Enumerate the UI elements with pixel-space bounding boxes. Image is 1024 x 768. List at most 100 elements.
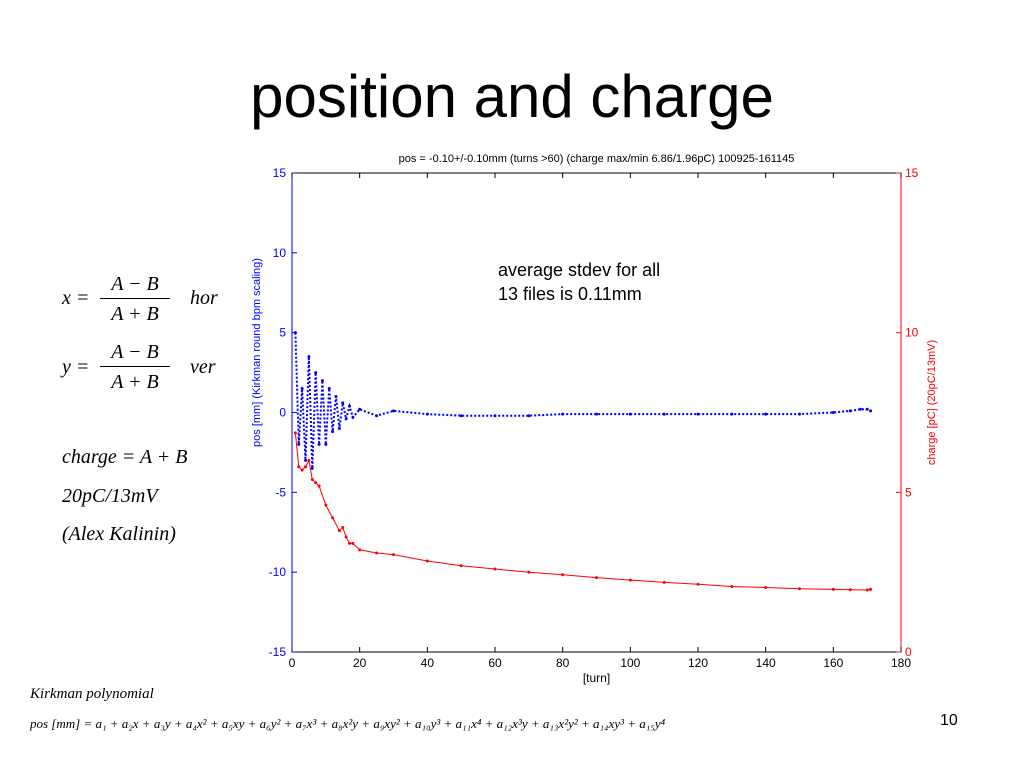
charge-series-point <box>730 585 734 589</box>
x-denominator: A + B <box>111 303 159 325</box>
pos-series-point <box>595 412 598 416</box>
charge-series-point <box>527 570 531 574</box>
charge-series-point <box>595 576 598 580</box>
charge-series-point <box>869 587 873 591</box>
y-right-tick-label: 15 <box>905 166 919 180</box>
x-fraction: A − B A + B <box>100 273 170 326</box>
pos-series-point <box>459 414 463 418</box>
pos-series-point <box>300 387 304 391</box>
y-left-tick-label: -5 <box>275 485 286 499</box>
pos-series-point <box>831 411 835 414</box>
x-formula-tag: hor <box>190 287 218 309</box>
y-left-tick-label: -15 <box>269 645 287 659</box>
charge-series-point <box>331 516 335 520</box>
y-right-tick-label: 10 <box>905 326 919 340</box>
charge-series-point <box>348 541 352 545</box>
x-tick-label: 20 <box>353 656 367 670</box>
charge-series-point <box>304 465 308 469</box>
charge-series-point <box>798 587 801 591</box>
y-denominator: A + B <box>111 371 159 393</box>
charge-series-point <box>324 503 328 507</box>
charge-series-point <box>865 588 869 592</box>
charge-scale: 20pC/13mV <box>62 485 158 507</box>
pos-series-point <box>425 412 429 416</box>
y-left-tick-label: 0 <box>279 406 286 420</box>
y-formula-tag: ver <box>190 356 216 378</box>
charge-series-point <box>293 431 297 435</box>
page-number: 10 <box>940 712 958 729</box>
charge-series-point <box>341 525 345 529</box>
pos-series-point <box>331 430 335 434</box>
pos-series-point <box>310 466 314 470</box>
pos-series-line <box>294 332 871 469</box>
pos-series-point <box>304 458 308 462</box>
pos-series-point <box>314 371 318 375</box>
pos-series-point <box>324 442 328 446</box>
pos-series-point <box>730 412 734 416</box>
charge-series-point <box>314 481 318 485</box>
pos-series-point <box>317 442 321 446</box>
charge-series-point <box>317 484 321 488</box>
charge-series-point <box>297 465 301 469</box>
x-tick-label: 100 <box>620 656 640 670</box>
pos-series-point <box>307 355 311 359</box>
charge-series-point <box>375 551 379 555</box>
pos-series-point <box>293 331 297 335</box>
y-formula-lhs: y = <box>62 356 90 378</box>
pos-series-point <box>351 415 355 419</box>
charge-series-point <box>425 559 429 563</box>
x-tick-label: 180 <box>891 656 911 670</box>
pos-series-point <box>858 407 862 411</box>
charge-series-point <box>307 458 311 462</box>
charge-series-point <box>300 468 304 472</box>
pos-series-point <box>375 414 379 418</box>
pos-series-point <box>348 404 352 408</box>
charge-series-point <box>337 529 341 533</box>
pos-series-point <box>869 409 873 413</box>
pos-series-point <box>764 412 768 416</box>
x-axis-label: [turn] <box>583 671 610 685</box>
y-left-axis-label: pos [mm] (Kirkman round bpm scaling) <box>251 258 263 447</box>
y-numerator: A − B <box>100 341 170 367</box>
pos-series-point <box>327 387 331 391</box>
x-tick-label: 0 <box>289 656 296 670</box>
charge-series-point <box>628 578 632 582</box>
pos-series-point <box>341 401 345 405</box>
charge-series-point <box>493 567 497 571</box>
chart-annotation-line: 13 files is 0.11mm <box>498 284 642 304</box>
pos-series-point <box>358 407 362 411</box>
charge-series-point <box>310 478 314 482</box>
x-tick-label: 120 <box>688 656 708 670</box>
y-right-tick-label: 5 <box>905 485 912 499</box>
charge-series-point <box>358 548 362 552</box>
charge-series-point <box>459 564 463 568</box>
charge-series-point <box>392 553 395 557</box>
pos-series-point <box>798 412 801 416</box>
chart-title: pos = -0.10+/-0.10mm (turns >60) (charge… <box>399 153 795 165</box>
x-tick-label: 60 <box>488 656 502 670</box>
y-left-tick-label: -10 <box>269 565 287 579</box>
pos-series-point <box>527 414 531 418</box>
x-numerator: A − B <box>100 273 170 299</box>
pos-series-point <box>334 395 338 399</box>
charge-formula: charge = A + B <box>62 446 188 468</box>
charge-series-point <box>848 588 852 592</box>
y-left-tick-label: 15 <box>273 166 287 180</box>
charge-series-point <box>344 535 348 539</box>
y-left-tick-label: 10 <box>273 246 287 260</box>
pos-series-point <box>392 409 395 413</box>
pos-series-point <box>344 417 348 421</box>
x-tick-label: 160 <box>823 656 843 670</box>
kirkman-polynomial: pos [mm] = a₁ + a₂x + a₃y + a₄x² + a₅xy … <box>30 716 666 731</box>
credit-text: (Alex Kalinin) <box>62 523 176 545</box>
pos-series-point <box>662 412 666 416</box>
kirkman-title: Kirkman polynomial <box>30 686 154 702</box>
charge-series-point <box>764 585 768 589</box>
pos-series-point <box>865 407 869 411</box>
pos-series-point <box>628 412 632 416</box>
x-tick-label: 140 <box>756 656 776 670</box>
chart-annotation-line: average stdev for all <box>498 260 660 280</box>
pos-series-point <box>848 409 852 413</box>
y-left-tick-label: 5 <box>279 326 286 340</box>
